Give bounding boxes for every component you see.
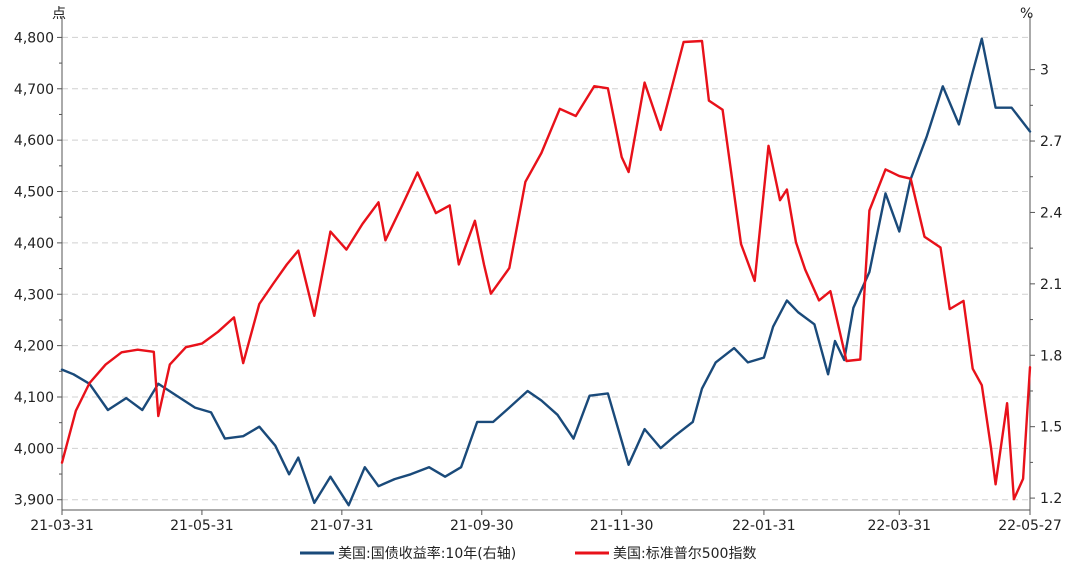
series-line-sp500: [60, 39, 1032, 501]
right-tick-label: 2.7: [1040, 134, 1062, 150]
x-tick-label: 21-07-31: [310, 518, 374, 534]
left-tick-label: 3,900: [14, 493, 54, 509]
x-tick-label: 21-09-30: [450, 518, 514, 534]
grid-layer: [62, 36, 1030, 501]
x-tick-label: 22-01-31: [732, 518, 796, 534]
legend: 美国:国债收益率:10年(右轴) 美国:标准普尔500指数: [300, 545, 756, 562]
left-tick-label: 4,700: [14, 82, 54, 98]
x-tick-label: 21-11-30: [590, 518, 654, 534]
series-line-treasury: [60, 37, 1032, 507]
left-tick-label: 4,000: [14, 441, 54, 457]
left-tick-label: 4,600: [14, 133, 54, 149]
left-tick-label: 4,200: [14, 339, 54, 355]
right-tick-label: 3: [1040, 63, 1049, 79]
left-tick-label: 4,800: [14, 30, 54, 46]
left-tick-label: 4,400: [14, 236, 54, 252]
x-tick-label: 21-05-31: [170, 518, 234, 534]
right-axis-unit: %: [1020, 6, 1033, 22]
legend-label-treasury: 美国:国债收益率:10年(右轴): [338, 545, 516, 562]
right-tick-label: 1.8: [1040, 348, 1062, 364]
right-tick-label: 1.5: [1040, 420, 1062, 436]
left-tick-label: 4,500: [14, 185, 54, 201]
series-layer: [60, 37, 1032, 507]
x-tick-label: 21-03-31: [30, 518, 94, 534]
legend-label-sp500: 美国:标准普尔500指数: [613, 546, 756, 562]
axes-layer: 3,900 4,000 4,100 4,200 4,300 4,400 4,500 4,600…: [14, 16, 1062, 534]
right-tick-label: 2.1: [1040, 277, 1062, 293]
right-tick-label: 2.4: [1040, 205, 1062, 221]
left-tick-label: 4,100: [14, 390, 54, 406]
x-tick-label: 22-05-27: [998, 518, 1062, 534]
x-tick-label: 22-03-31: [867, 518, 931, 534]
right-tick-label: 1.2: [1040, 491, 1062, 507]
left-axis-unit: 点: [52, 6, 66, 22]
left-tick-label: 4,300: [14, 287, 54, 303]
